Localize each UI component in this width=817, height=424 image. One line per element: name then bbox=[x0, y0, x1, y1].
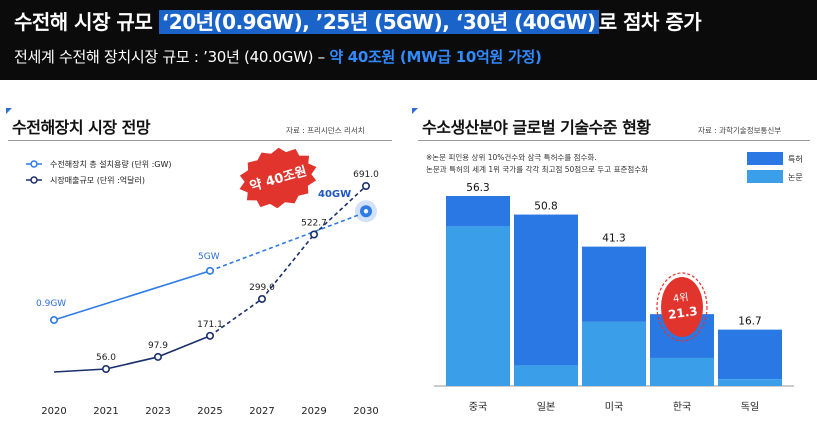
x-category-label: 일본 bbox=[537, 401, 555, 413]
highlight-badge bbox=[661, 277, 703, 337]
revenue-point bbox=[206, 331, 215, 340]
x-tick-label: 2030 bbox=[353, 406, 378, 417]
capacity-data-label: 5GW bbox=[198, 252, 220, 262]
revenue-data-label: 522.7 bbox=[301, 219, 327, 229]
capacity-data-label: 40GW bbox=[318, 189, 351, 200]
right-panel-source: 자료 : 과학기술정보통신부 bbox=[698, 126, 782, 135]
capacity-data-label: 0.9GW bbox=[36, 299, 66, 309]
bar-patent bbox=[514, 214, 578, 366]
market-size-badge: 약 40조원 bbox=[239, 147, 317, 209]
revenue-point bbox=[361, 182, 370, 191]
revenue-point bbox=[309, 230, 318, 239]
right-panel-divider bbox=[418, 140, 810, 141]
revenue-series-segment bbox=[157, 335, 211, 358]
legend-marker-capacity bbox=[30, 160, 38, 168]
revenue-data-label: 56.0 bbox=[96, 353, 116, 363]
left-panel-divider bbox=[8, 140, 392, 141]
left-panel-source: 자료 : 프리시던스 리서치 bbox=[286, 126, 365, 135]
panel-corner-mark bbox=[412, 108, 418, 114]
capacity-point bbox=[49, 316, 58, 325]
x-tick-label: 2021 bbox=[93, 406, 118, 417]
note-line-2: 논문과 특허의 세계 1위 국가를 각각 최고점 50점으로 두고 표준점수화 bbox=[426, 165, 649, 174]
revenue-series-segment bbox=[209, 298, 263, 337]
revenue-data-label: 97.9 bbox=[148, 341, 168, 351]
x-tick-label: 2027 bbox=[249, 406, 274, 417]
panel-corner-mark bbox=[6, 108, 12, 114]
legend-label-paper: 논문 bbox=[788, 173, 803, 182]
title-prefix: 수전해 시장 규모 bbox=[14, 10, 159, 34]
capacity-series-projection bbox=[209, 214, 359, 272]
legend-label-patent: 특허 bbox=[788, 155, 803, 164]
revenue-point bbox=[257, 294, 266, 303]
market-outlook-panel: 수전해장치 시장 전망 자료 : 프리시던스 리서치 수전해장치 총 설치용량 … bbox=[0, 104, 400, 424]
legend-label-capacity: 수전해장치 총 설치용량 (단위 :GW) bbox=[50, 159, 172, 169]
page-subtitle: 전세계 수전해 장치시장 규모 : ’30년 (40.0GW) – 약 40조원… bbox=[14, 44, 542, 70]
title-highlight: ‘20년(0.9GW), ’25년 (5GW), ‘30년 (40GW) bbox=[158, 10, 599, 34]
right-panel-title: 수소생산분야 글로벌 기술수준 현황 bbox=[422, 118, 651, 137]
legend-marker-revenue bbox=[30, 176, 38, 184]
x-tick-label: 2025 bbox=[197, 406, 222, 417]
tech-level-panel: 수소생산분야 글로벌 기술수준 현황 자료 : 과학기술정보통신부 ※논문 피인… bbox=[410, 104, 817, 424]
page-title: 수전해 시장 규모 ‘20년(0.9GW), ’25년 (5GW), ‘30년 … bbox=[14, 7, 702, 37]
bar-value-label: 50.8 bbox=[534, 201, 557, 213]
capacity-point bbox=[206, 266, 215, 275]
bar-paper bbox=[446, 226, 510, 386]
bar-paper bbox=[718, 379, 782, 386]
revenue-series-segment bbox=[105, 356, 159, 370]
bar-paper bbox=[582, 321, 646, 386]
legend-label-revenue: 시장매출규모 (단위 :억달러) bbox=[50, 175, 145, 185]
title-suffix: 로 점차 증가 bbox=[598, 10, 702, 34]
highlight-rank: 4위 bbox=[672, 290, 689, 305]
note-line-1: ※논문 피인용 상위 10%건수와 삼극 특허수를 점수화. bbox=[426, 153, 597, 162]
revenue-series-segment bbox=[313, 185, 367, 236]
legend-swatch-patent bbox=[747, 152, 783, 165]
legend-swatch-paper bbox=[747, 170, 783, 183]
x-tick-label: 2020 bbox=[41, 406, 66, 417]
capacity-series-line bbox=[53, 270, 211, 321]
subtitle-accent: 약 40조원 (MW급 10억원 가정) bbox=[329, 48, 542, 66]
bar-value-label: 16.7 bbox=[738, 316, 761, 328]
x-tick-label: 2029 bbox=[301, 406, 326, 417]
header-banner: 수전해 시장 규모 ‘20년(0.9GW), ’25년 (5GW), ‘30년 … bbox=[0, 0, 817, 80]
badge-shape bbox=[239, 147, 317, 209]
highlight-ring bbox=[656, 272, 708, 342]
x-category-label: 중국 bbox=[469, 401, 487, 413]
revenue-data-label: 299.0 bbox=[249, 283, 275, 293]
left-panel-title: 수전해장치 시장 전망 bbox=[12, 118, 151, 137]
x-category-label: 미국 bbox=[605, 401, 623, 413]
revenue-data-label: 171.1 bbox=[197, 320, 223, 330]
bar-paper bbox=[514, 365, 578, 386]
revenue-point bbox=[154, 352, 163, 361]
x-category-label: 한국 bbox=[673, 401, 691, 413]
bar-paper bbox=[650, 357, 714, 386]
bar-value-label: 56.3 bbox=[466, 182, 489, 194]
x-category-label: 독일 bbox=[741, 401, 759, 413]
highlight-value: 21.3 bbox=[667, 304, 698, 322]
revenue-point bbox=[102, 364, 111, 373]
bar-patent bbox=[446, 196, 510, 227]
x-tick-label: 2023 bbox=[145, 406, 170, 417]
capacity-point-center bbox=[363, 209, 369, 214]
revenue-data-label: 691.0 bbox=[353, 170, 379, 180]
bar-patent bbox=[582, 246, 646, 322]
subtitle-prefix: 전세계 수전해 장치시장 규모 : ’30년 (40.0GW) – bbox=[14, 48, 330, 66]
revenue-series-lead bbox=[53, 368, 107, 373]
bar-value-label: 41.3 bbox=[602, 233, 625, 245]
bar-patent bbox=[718, 329, 782, 380]
line-chart: 수전해장치 총 설치용량 (단위 :GW) 시장매출규모 (단위 :억달러) 0.9… bbox=[26, 147, 379, 417]
